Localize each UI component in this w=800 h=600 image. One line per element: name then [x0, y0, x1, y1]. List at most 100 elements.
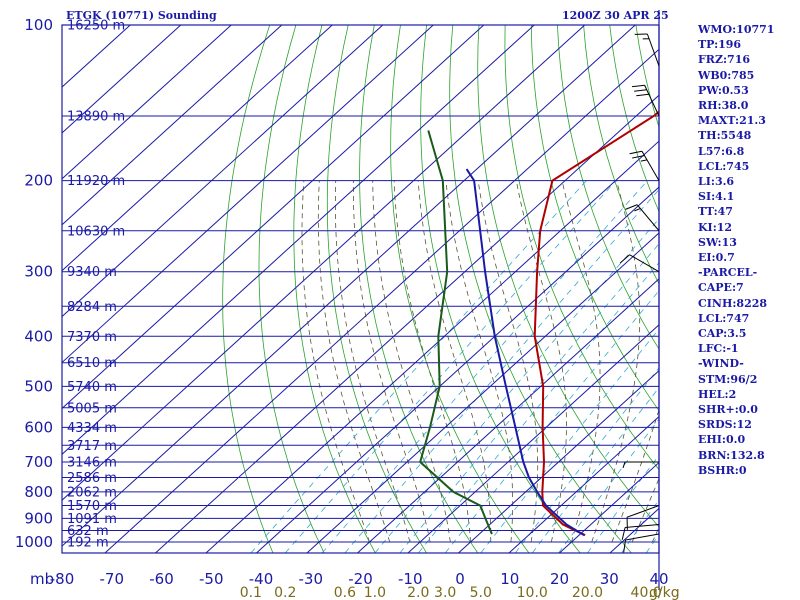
index-item: EI:0.7	[698, 251, 735, 265]
index-item: SHR+:0.0	[698, 403, 758, 417]
isotherm-line	[458, 370, 659, 553]
wind-barb	[632, 84, 660, 117]
wind-barb-staff	[625, 533, 660, 541]
dry-adiabat-line	[449, 25, 632, 553]
mixing-ratio-line	[374, 218, 659, 553]
mixing-ratio-tick-label: 5.0	[470, 585, 492, 600]
mixing-ratio-line	[480, 328, 659, 553]
mixing-ratio-tick-label: 3.0	[434, 585, 456, 600]
temperature-tick-label: -20	[348, 570, 373, 588]
temperature-tick-label: 20	[550, 570, 569, 588]
isotherm-line	[306, 232, 659, 553]
index-item: MAXT:21.3	[698, 114, 766, 128]
isotherm-line	[62, 25, 333, 272]
wind-barb-staff	[646, 33, 660, 67]
isobars	[61, 10, 660, 590]
height-label: 13890 m	[67, 110, 125, 125]
mixing-ratio-tick-label: 0.2	[274, 585, 296, 600]
index-item: -WIND-	[698, 357, 744, 371]
mixing-ratio-tick-label: 2.0	[407, 585, 429, 600]
temperature-tick-label: 0	[455, 570, 465, 588]
index-item: SI:4.1	[698, 190, 735, 204]
index-item: LFC:-1	[698, 342, 739, 356]
isotherm-line	[62, 25, 182, 134]
index-item: CAP:3.5	[698, 327, 747, 341]
temperature-tick-label: 30	[600, 570, 619, 588]
height-label: 1091 m	[67, 512, 117, 527]
sounding-time: 1200Z 30 APR 25	[562, 9, 669, 22]
wind-barb-staff	[626, 505, 660, 518]
isotherm-line	[559, 461, 659, 553]
height-label: 632 m	[67, 524, 109, 539]
wind-barb-flag	[632, 84, 645, 88]
isotherm-line	[62, 25, 283, 226]
index-item: WB0:785	[698, 68, 755, 82]
index-item: TP:196	[698, 38, 742, 52]
isotherm-line	[62, 25, 485, 410]
wind-barb-staff	[641, 150, 660, 181]
temperature-tick-label: -60	[149, 570, 174, 588]
height-label: 7370 m	[67, 330, 117, 345]
mixing-ratio-line	[514, 367, 659, 553]
wind-barb-flag	[625, 204, 638, 210]
wind-barb	[619, 254, 660, 273]
dry-adiabat-line	[583, 25, 659, 285]
wind-barb	[626, 505, 660, 530]
dry-adiabat-line	[390, 25, 530, 553]
isotherm-line	[357, 278, 659, 553]
wind-barb-half-flag	[634, 208, 641, 212]
temperature-tick-label: -80	[50, 570, 75, 588]
plot-background	[62, 25, 659, 553]
height-label: 2586 m	[67, 471, 117, 486]
height-label: 6510 m	[67, 356, 117, 371]
isotherm-line	[104, 48, 659, 553]
isotherm-line	[62, 25, 434, 364]
index-item: KI:12	[698, 220, 733, 234]
temperature-tick-label: -40	[249, 570, 274, 588]
mixing-ratio-tick-label: 40.0	[631, 585, 662, 600]
moist-adiabat-line	[417, 180, 492, 542]
isotherm-line	[62, 25, 586, 501]
index-item: LCL:745	[698, 159, 750, 173]
wind-barb-flag	[636, 93, 649, 97]
pressure-tick-label: 800	[24, 483, 53, 501]
index-item: L57:6.8	[698, 144, 745, 158]
mixing-ratio-lines	[250, 180, 659, 553]
height-label: 3146 m	[67, 455, 117, 470]
pressure-tick-label: 300	[24, 263, 53, 281]
wind-barb-flag	[623, 539, 627, 553]
index-item: CAPE:7	[698, 281, 744, 295]
isotherm-line	[62, 25, 535, 455]
wind-barb-staff	[625, 524, 660, 528]
mixing-ratio-tick-label: 1.0	[364, 585, 386, 600]
mixing-ratio-line	[531, 386, 659, 553]
height-label: 16250 m	[67, 19, 125, 34]
height-label: 2062 m	[67, 485, 117, 500]
wind-barb	[625, 204, 660, 232]
pressure-tick-label: 400	[24, 327, 53, 345]
temperature-tick-label: -10	[398, 570, 423, 588]
isotherm-line	[62, 25, 636, 547]
wind-barb-staff	[636, 204, 660, 232]
index-item: WMO:10771	[698, 23, 775, 36]
temperature-tick-label: -30	[299, 570, 324, 588]
wind-barb-flag	[632, 155, 645, 159]
wind-barb	[634, 33, 660, 67]
wind-barb	[621, 524, 660, 540]
mixing-ratio-line	[321, 180, 648, 553]
temperature-tick-label: 40	[649, 570, 668, 588]
parcel-trace	[465, 168, 585, 537]
pressure-tick-label: 1000	[15, 533, 53, 551]
height-label: 5740 m	[67, 380, 117, 395]
height-label: 3717 m	[67, 439, 117, 454]
mixing-ratio-tick-label: 20.0	[572, 585, 603, 600]
dry-adiabat-line	[793, 25, 800, 553]
dry-adiabat-line	[420, 25, 581, 553]
height-label: 192 m	[67, 536, 109, 551]
index-item: LI:3.6	[698, 175, 735, 189]
index-item: TH:5548	[698, 129, 752, 143]
mixing-ratio-tick-label: 10.0	[517, 585, 548, 600]
wind-barb-flag	[619, 254, 630, 264]
